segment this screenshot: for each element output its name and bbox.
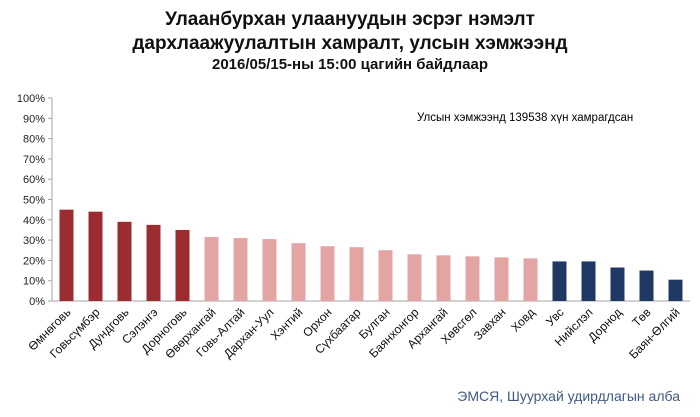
y-tick-label: 50% xyxy=(23,195,45,207)
bar xyxy=(262,239,277,301)
y-tick-label: 60% xyxy=(23,174,45,186)
bar xyxy=(349,247,364,301)
chart-annotation: Улсын хэмжээнд 139538 хүн хамрагдсан xyxy=(417,112,633,124)
bar xyxy=(610,267,625,301)
bar xyxy=(320,246,335,301)
y-tick-label: 0% xyxy=(29,296,45,308)
bar xyxy=(378,250,393,301)
bar xyxy=(407,254,422,301)
bar xyxy=(291,243,306,301)
bar xyxy=(552,261,567,301)
y-tick-label: 20% xyxy=(23,255,45,267)
bar xyxy=(88,211,103,301)
x-tick-label: Хэнтий xyxy=(268,305,306,343)
y-tick-label: 90% xyxy=(23,113,45,125)
bar xyxy=(146,224,161,301)
bar xyxy=(465,256,480,301)
x-tick-label: Завхан xyxy=(471,305,509,343)
y-tick-label: 80% xyxy=(23,134,45,146)
bar xyxy=(523,258,538,301)
x-tick-label: Ховд xyxy=(508,305,538,335)
bar xyxy=(59,209,74,301)
y-tick-label: 40% xyxy=(23,215,45,227)
bar xyxy=(494,257,509,301)
source-credit: ЭМСЯ, Шуурхай удирдлагын алба xyxy=(457,388,680,404)
bars xyxy=(59,209,683,301)
bar xyxy=(204,237,219,301)
chart-title-line-3: 2016/05/15-ны 15:00 цагийн байдлаар xyxy=(211,56,489,73)
x-axis-labels: ӨмнөговьГовьсүмбэрДундговьСэлэнгэДорного… xyxy=(25,305,682,362)
bar xyxy=(233,238,248,301)
chart-title-line-1: Улаанбурхан улаануудын эсрэг нэмэлт xyxy=(165,9,535,30)
bar xyxy=(581,261,596,301)
bar xyxy=(639,270,654,301)
bar xyxy=(668,279,683,301)
y-axis: 0% 10% 20% 30% 40% 50% 60% 70% 80% 90% 100% xyxy=(17,93,690,308)
y-tick-label: 100% xyxy=(17,93,45,105)
bar xyxy=(117,221,132,301)
x-tick-label: Увс xyxy=(543,305,566,328)
y-tick-label: 10% xyxy=(23,276,45,288)
bar xyxy=(175,229,190,301)
x-tick-label: Төв xyxy=(629,305,653,329)
bar xyxy=(436,255,451,301)
y-tick-label: 70% xyxy=(23,154,45,166)
y-tick-label: 30% xyxy=(23,235,45,247)
chart-title-line-2: дархлаажуулалтын хамралт, улсын хэмжээнд xyxy=(132,33,568,54)
